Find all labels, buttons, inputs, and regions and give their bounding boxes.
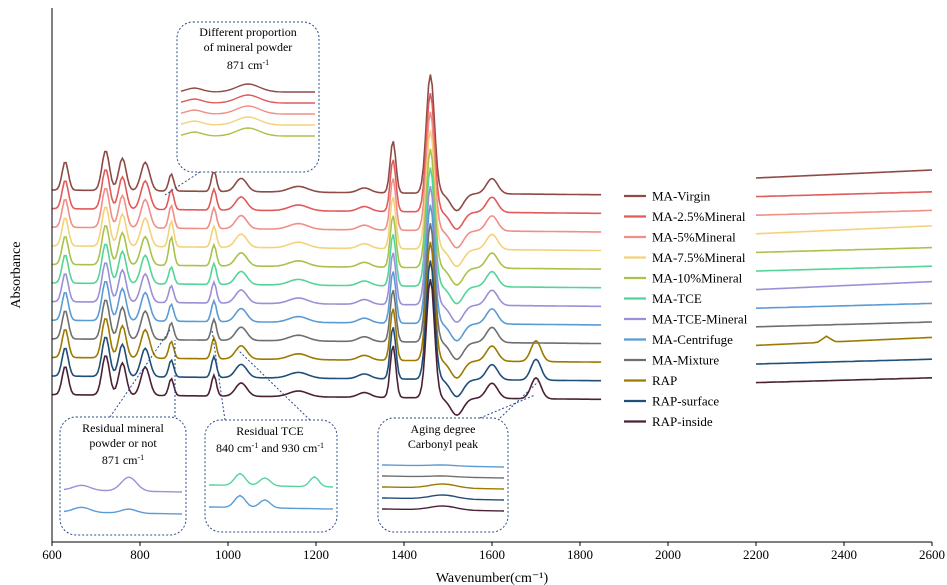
series-line-ma-2-5-mineral: [52, 92, 602, 231]
x-tick-label: 600: [42, 547, 62, 562]
annotation-residual-mineral: [59, 416, 187, 536]
callout-connector: [211, 329, 226, 421]
inset-line: [63, 476, 183, 493]
annotation-aging: [377, 417, 509, 533]
callout-connector: [109, 329, 171, 418]
legend-label: MA-TCE-Mineral: [652, 312, 748, 327]
inset-line: [382, 505, 505, 512]
annotation-title: powder or not: [89, 436, 157, 450]
legend-label: MA-Mixture: [652, 353, 719, 368]
legend-label: MA-10%Mineral: [652, 271, 743, 286]
series-line-right: [755, 321, 933, 328]
inset-line: [382, 464, 505, 468]
annotation-wavenumber: 840 cm-1 and 930 cm-1: [216, 441, 324, 456]
legend-label: MA-TCE: [652, 291, 702, 306]
series-line-ma-7-5-mineral: [52, 130, 602, 268]
annotation-title: Carbonyl peak: [408, 437, 478, 451]
annotation-residual-tce: [204, 419, 338, 533]
series-line-rap-surface: [52, 260, 602, 398]
callout-connector: [479, 394, 536, 419]
annotation-title: Residual mineral: [82, 421, 164, 435]
inset-line: [209, 472, 334, 488]
x-axis-label: Wavenumber(cm⁻¹): [436, 571, 549, 585]
legend-label: MA-2.5%Mineral: [652, 209, 746, 224]
callout-connector: [499, 379, 541, 419]
series-line-ma-virgin: [52, 74, 602, 212]
x-tick-label: 1000: [215, 547, 241, 562]
y-axis-label: Absorbance: [9, 242, 24, 309]
series-line-rap: [52, 241, 602, 379]
x-tick-label: 800: [130, 547, 150, 562]
inset-line: [180, 83, 315, 93]
series-line-right: [755, 225, 933, 235]
series-line-right: [755, 265, 933, 272]
x-tick-label: 1600: [479, 547, 505, 562]
inset-line: [180, 127, 315, 137]
annotation-title: Residual TCE: [236, 424, 303, 438]
series-line-ma-centrifuge: [52, 204, 602, 342]
callout-connector: [237, 349, 311, 421]
annotation-title: Aging degree: [411, 422, 476, 436]
plot-area: [52, 74, 933, 417]
series-line-right: [755, 377, 933, 384]
legend-label: MA-5%Mineral: [652, 230, 736, 245]
series-line-rap-inside: [52, 278, 602, 417]
inset-line: [209, 494, 334, 510]
inset-line: [180, 116, 315, 126]
series-line-right: [755, 358, 933, 365]
series-line-right: [755, 335, 933, 347]
legend-label: MA-Centrifuge: [652, 332, 733, 347]
series-line-ma-tce-mineral: [52, 185, 602, 324]
legend-label: MA-7.5%Mineral: [652, 250, 746, 265]
annotation-wavenumber: 871 cm-1: [227, 58, 269, 73]
series-line-ma-10-mineral: [52, 148, 602, 286]
series-line-right: [755, 209, 933, 216]
x-tick-label: 1400: [391, 547, 417, 562]
inset-line: [382, 475, 505, 479]
annotation-title: of mineral powder: [204, 40, 293, 54]
x-tick-label: 2400: [831, 547, 857, 562]
legend-label: RAP-inside: [652, 414, 713, 429]
series-line-ma-tce: [52, 167, 602, 305]
callout-connector: [164, 171, 201, 196]
legend: MA-Virgin MA-2.5%Mineral MA-5%Mineral MA-7.…: [624, 189, 748, 429]
inset-line: [180, 94, 315, 104]
series-line-right: [755, 302, 933, 309]
series-line-right: [755, 169, 933, 179]
x-tick-label: 1200: [303, 547, 329, 562]
legend-label: RAP-surface: [652, 394, 719, 409]
x-tick-label: 1800: [567, 547, 593, 562]
inset-line: [180, 105, 315, 115]
x-tick-label: 2000: [655, 547, 681, 562]
legend-label: RAP: [652, 373, 677, 388]
annotation-wavenumber: 871 cm-1: [102, 453, 144, 468]
series-line-right: [755, 280, 933, 291]
annotation-mineral-proportion: [176, 21, 320, 173]
x-tick-label: 2200: [743, 547, 769, 562]
series-line-right: [755, 191, 933, 198]
x-tick-label: 2600: [919, 547, 945, 562]
inset-line: [382, 494, 505, 501]
inset-line: [382, 483, 505, 490]
series-line-ma-5-mineral: [52, 111, 602, 249]
series-line-right: [755, 246, 933, 254]
legend-label: MA-Virgin: [652, 189, 711, 204]
axes: 600 800 1000 1200 1400 1600 1800 2000 2200 2400 26…: [9, 8, 945, 585]
annotation-title: Different proportion: [199, 25, 296, 39]
inset-line: [63, 506, 183, 515]
series-line-ma-mixture: [52, 223, 602, 361]
